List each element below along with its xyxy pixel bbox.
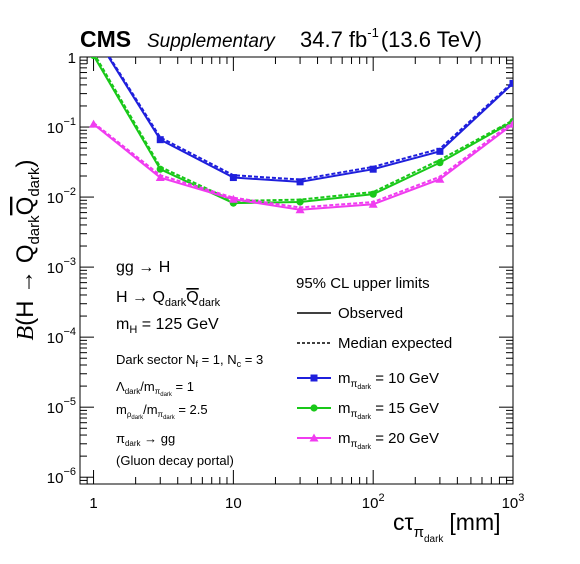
observed-point-series-3 (435, 174, 445, 183)
observed-point-series-3 (155, 173, 165, 182)
legend-label-series-2: mπdark = 15 GeV (338, 400, 439, 421)
legend-marker-series-1 (310, 374, 318, 382)
observed-point-series-1 (369, 165, 377, 173)
axis-ticks (79, 56, 513, 485)
legend-observed-label: Observed (338, 305, 403, 322)
annotation-portal: πdark → gg (116, 431, 175, 448)
observed-point-series-1 (296, 178, 304, 186)
observed-point-series-2 (90, 57, 97, 60)
observed-point-series-2 (436, 159, 444, 167)
annotation-higgs-mass: mH = 125 GeV (116, 316, 219, 336)
x-tick-labels: 1 10 102 103 (89, 492, 524, 512)
y-tick-label: 10−1 (47, 116, 76, 137)
x-axis-label: cτπdark[mm] (393, 509, 501, 545)
legend-series: mπdark = 10 GeV mπdark = 15 GeV mπdark = 2… (297, 370, 439, 451)
supplementary-label: Supplementary (147, 31, 276, 52)
observed-point-series-2 (369, 190, 377, 198)
legend-label-series-1: mπdark = 10 GeV (338, 370, 439, 391)
x-tick-label: 103 (502, 492, 525, 512)
observed-point-series-1 (436, 147, 444, 155)
observed-point-series-3 (295, 205, 305, 214)
y-axis-label: B(H → QdarkQdark) (12, 159, 43, 340)
y-tick-label: 10−4 (47, 326, 76, 347)
curve-group (89, 57, 513, 214)
cms-label: CMS (80, 26, 131, 52)
annotation-lambda-ratio: Λdark/mπdark = 1 (116, 379, 194, 398)
process-annotations: gg → H H → QdarkQdark mH = 125 GeV Dark … (116, 259, 263, 468)
y-tick-label: 10−2 (47, 186, 76, 207)
observed-point-series-1 (156, 136, 164, 144)
annotation-decay: H → QdarkQdark (116, 289, 221, 309)
observed-line-series-3 (92, 123, 513, 211)
legend-title: 95% CL upper limits (296, 275, 430, 292)
annotation-rho-ratio: mρdark/mπdark = 2.5 (116, 402, 208, 421)
annotation-portal-name: (Gluon decay portal) (116, 453, 234, 468)
x-tick-label: 1 (89, 495, 97, 512)
limit-curves (89, 57, 513, 214)
annotation-dark-sector: Dark sector Nf = 1, Nc = 3 (116, 352, 263, 369)
observed-point-series-1 (229, 174, 237, 182)
legend: 95% CL upper limits Observed Median expe… (296, 275, 452, 451)
y-tick-label: 1 (68, 50, 76, 67)
annotation-production: gg → H (116, 259, 170, 276)
y-tick-label: 10−5 (47, 396, 76, 417)
observed-point-series-1 (509, 79, 513, 87)
observed-point-series-3 (89, 119, 99, 128)
legend-marker-series-2 (310, 404, 318, 412)
observed-point-series-3 (508, 119, 513, 128)
x-tick-label: 102 (362, 492, 385, 512)
y-tick-labels: 1 10−1 10−2 10−3 10−4 10−5 10−6 (47, 50, 76, 487)
y-tick-label: 10−6 (47, 466, 76, 487)
observed-point-series-3 (228, 194, 238, 203)
observed-point-series-3 (368, 199, 378, 208)
legend-marker-series-3 (309, 433, 319, 442)
y-tick-label: 10−3 (47, 256, 76, 277)
x-tick-label: 10 (225, 495, 242, 512)
lumi-label: 34.7 fb-1(13.6 TeV) (300, 25, 482, 52)
observed-point-series-2 (296, 198, 304, 206)
observed-point-series-2 (156, 165, 164, 173)
legend-label-series-3: mπdark = 20 GeV (338, 430, 439, 451)
legend-expected-label: Median expected (338, 335, 452, 352)
